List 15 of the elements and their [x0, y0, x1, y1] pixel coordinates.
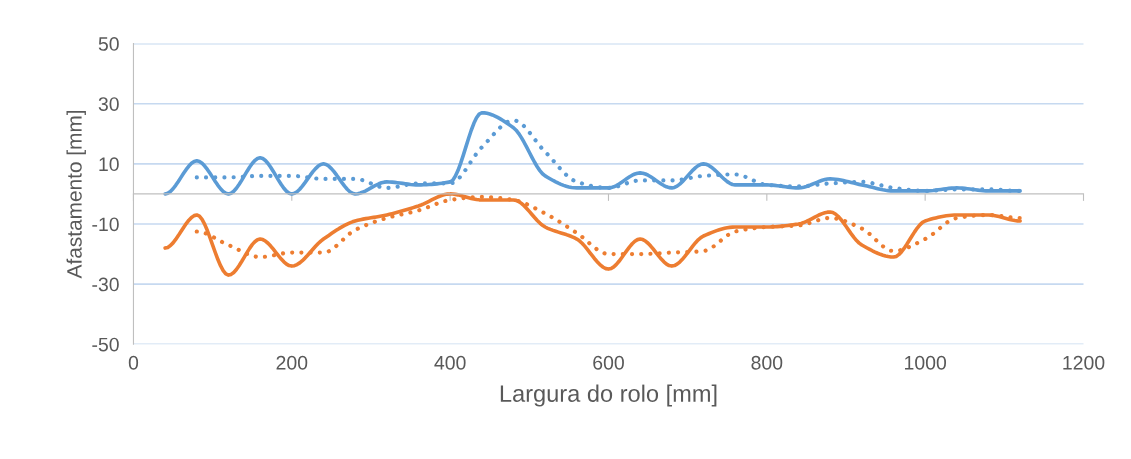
x-tick-label: 1000 — [905, 355, 947, 370]
x-tick-label: 600 — [593, 355, 624, 370]
x-tick-label: 0 — [128, 355, 139, 370]
x-tick-label: 200 — [276, 355, 308, 370]
y-tick-label: -30 — [92, 277, 119, 292]
y-tick-label: -50 — [92, 337, 119, 352]
y-tick-label: 30 — [98, 97, 119, 111]
y-tick-label: 50 — [98, 37, 119, 51]
x-tick-label: 1200 — [1063, 355, 1105, 370]
x-tick-label: 800 — [751, 355, 783, 370]
y-tick-label: -10 — [92, 217, 119, 232]
x-axis-title: Largura do rolo [mm] — [500, 384, 717, 407]
y-tick-label: 10 — [99, 157, 119, 172]
x-tick-label: 400 — [434, 355, 466, 370]
y-axis-title: Afastamento [mm] — [66, 110, 86, 279]
